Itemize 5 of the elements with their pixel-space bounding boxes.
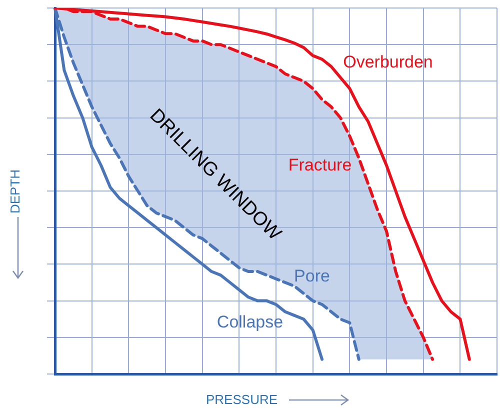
series-label: Pore [294,266,330,286]
series-label: Fracture [288,156,352,175]
y-axis-title: DEPTH [8,169,23,214]
x-axis-title: PRESSURE [206,392,278,407]
series-label: Overburden [343,52,433,72]
